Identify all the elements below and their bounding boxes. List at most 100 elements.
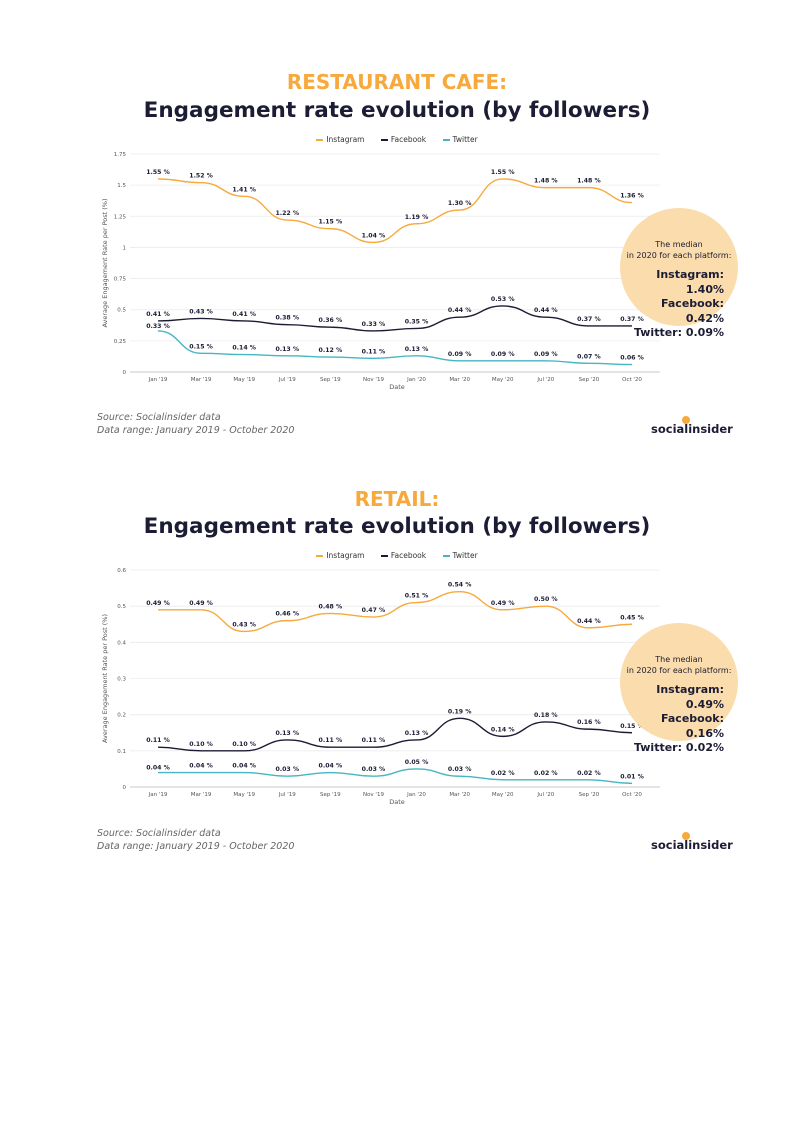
legend-item-instagram[interactable]: Instagram xyxy=(316,135,364,144)
x-tick-label: May '19 xyxy=(233,377,255,383)
data-label: 1.22 % xyxy=(275,210,299,217)
data-label: 1.55 % xyxy=(146,169,170,176)
series-line-instagram xyxy=(157,178,633,244)
legend-swatch xyxy=(380,555,388,557)
data-label: 1.55 % xyxy=(491,169,515,176)
x-axis-title: Date xyxy=(389,798,405,806)
x-tick-label: Sep '19 xyxy=(320,377,341,383)
data-label: 0.50 % xyxy=(534,596,558,603)
socialinsider-logo: socialinsider xyxy=(651,832,733,852)
y-tick-label: 1.5 xyxy=(117,183,126,189)
legend-swatch xyxy=(442,139,450,141)
legend-swatch xyxy=(316,139,324,141)
series-line-twitter xyxy=(158,768,633,785)
x-tick-label: Mar '19 xyxy=(191,792,212,798)
data-label: 1.15 % xyxy=(319,219,343,226)
data-label: 0.14 % xyxy=(491,726,515,733)
data-label: 0.47 % xyxy=(362,607,386,614)
x-tick-label: May '20 xyxy=(492,792,514,798)
data-label: 0.09 % xyxy=(448,351,472,358)
data-label: 0.33 % xyxy=(362,321,386,328)
x-tick-label: Jul '20 xyxy=(536,792,554,798)
data-label: 1.48 % xyxy=(577,178,601,185)
data-label: 0.07 % xyxy=(577,353,601,360)
data-label: 0.37 % xyxy=(577,316,601,323)
y-tick-label: 0.2 xyxy=(117,713,126,719)
median-instagram: Instagram: 1.40% xyxy=(656,268,724,296)
x-tick-label: Nov '19 xyxy=(363,377,384,383)
data-label: 0.10 % xyxy=(232,741,256,748)
data-label: 0.44 % xyxy=(534,307,558,314)
data-label: 0.12 % xyxy=(319,347,343,354)
socialinsider-logo: socialinsider xyxy=(651,416,733,436)
range-text: Data range: January 2019 - October 2020 xyxy=(97,425,295,436)
x-tick-label: Oct '20 xyxy=(622,792,642,798)
data-label: 0.44 % xyxy=(448,307,472,314)
data-label: 0.37 % xyxy=(620,316,644,323)
x-axis-title: Date xyxy=(389,383,405,391)
median-caption: The median xyxy=(655,240,703,249)
data-label: 0.06 % xyxy=(620,355,644,362)
median-instagram: Instagram: 0.49% xyxy=(656,683,724,711)
legend-label: Facebook xyxy=(390,551,427,560)
data-label: 0.45 % xyxy=(620,614,644,621)
data-label: 0.11 % xyxy=(146,737,170,744)
series-line-instagram xyxy=(158,590,633,633)
y-tick-label: 0 xyxy=(123,785,127,791)
data-label: 0.13 % xyxy=(275,730,299,737)
legend-item-instagram[interactable]: Instagram xyxy=(316,551,364,560)
data-label: 0.03 % xyxy=(275,766,299,773)
median-caption: in 2020 for each platform: xyxy=(626,666,732,675)
y-axis-title: Average Engagement Rate per Post (%) xyxy=(101,614,109,743)
y-tick-label: 0.1 xyxy=(117,749,126,755)
legend-item-facebook[interactable]: Facebook xyxy=(380,551,427,560)
median-callout: The median in 2020 for each platform: In… xyxy=(620,623,738,754)
data-label: 0.33 % xyxy=(146,323,170,330)
legend-item-twitter[interactable]: Twitter xyxy=(442,551,478,560)
data-label: 0.43 % xyxy=(232,621,256,628)
y-axis-title: Average Engagement Rate per Post (%) xyxy=(101,198,109,327)
range-text: Data range: January 2019 - October 2020 xyxy=(97,841,295,852)
x-tick-label: Mar '20 xyxy=(449,377,470,383)
y-tick-label: 1.75 xyxy=(114,152,127,158)
data-label: 0.41 % xyxy=(232,311,256,318)
legend-label: Twitter xyxy=(452,135,478,144)
chart-title: Engagement rate evolution (by followers) xyxy=(143,98,651,123)
y-tick-label: 0 xyxy=(123,370,127,376)
x-tick-label: Jan '19 xyxy=(148,377,168,383)
x-tick-label: Jan '20 xyxy=(406,377,426,383)
source-note: Source: Socialinsider data Data range: J… xyxy=(97,827,294,853)
data-label: 0.11 % xyxy=(319,737,343,744)
x-tick-label: Nov '19 xyxy=(363,792,384,798)
source-text: Source: Socialinsider data xyxy=(97,828,221,839)
legend-item-twitter[interactable]: Twitter xyxy=(442,135,478,144)
x-tick-label: Jul '20 xyxy=(536,377,554,383)
y-tick-label: 0.5 xyxy=(117,604,126,610)
data-label: 0.02 % xyxy=(491,770,515,777)
data-label: 0.03 % xyxy=(362,766,386,773)
legend-swatch xyxy=(442,555,450,557)
legend-item-facebook[interactable]: Facebook xyxy=(380,135,426,144)
x-tick-label: Jul '19 xyxy=(278,377,296,383)
data-label: 1.48 % xyxy=(534,178,558,185)
chart-heading: RETAIL: xyxy=(354,487,440,511)
line-chart-retail: 0 0.1 0.2 0.3 0.4 0.5 0.6 Jan '19 Mar '19 May '19… xyxy=(101,568,660,806)
data-label: 0.16 % xyxy=(577,719,601,726)
legend-swatch xyxy=(380,139,388,141)
legend: Instagram Facebook Twitter xyxy=(0,135,794,144)
data-label: 0.51 % xyxy=(405,593,429,600)
data-label: 1.41 % xyxy=(232,186,256,193)
x-tick-label: Mar '20 xyxy=(449,792,470,798)
median-twitter: Twitter: 0.09% xyxy=(633,326,724,339)
source-text: Source: Socialinsider data xyxy=(97,412,221,423)
data-label: 0.09 % xyxy=(534,351,558,358)
series-line-twitter xyxy=(157,330,633,366)
series-line-facebook xyxy=(157,717,633,752)
data-label: 0.49 % xyxy=(189,600,213,607)
data-label: 1.04 % xyxy=(362,232,386,239)
y-tick-label: 1.25 xyxy=(114,214,127,220)
x-tick-label: Sep '20 xyxy=(579,377,600,383)
legend-label: Instagram xyxy=(326,135,365,144)
data-label: 0.49 % xyxy=(491,600,515,607)
y-tick-label: 0.3 xyxy=(117,677,126,683)
